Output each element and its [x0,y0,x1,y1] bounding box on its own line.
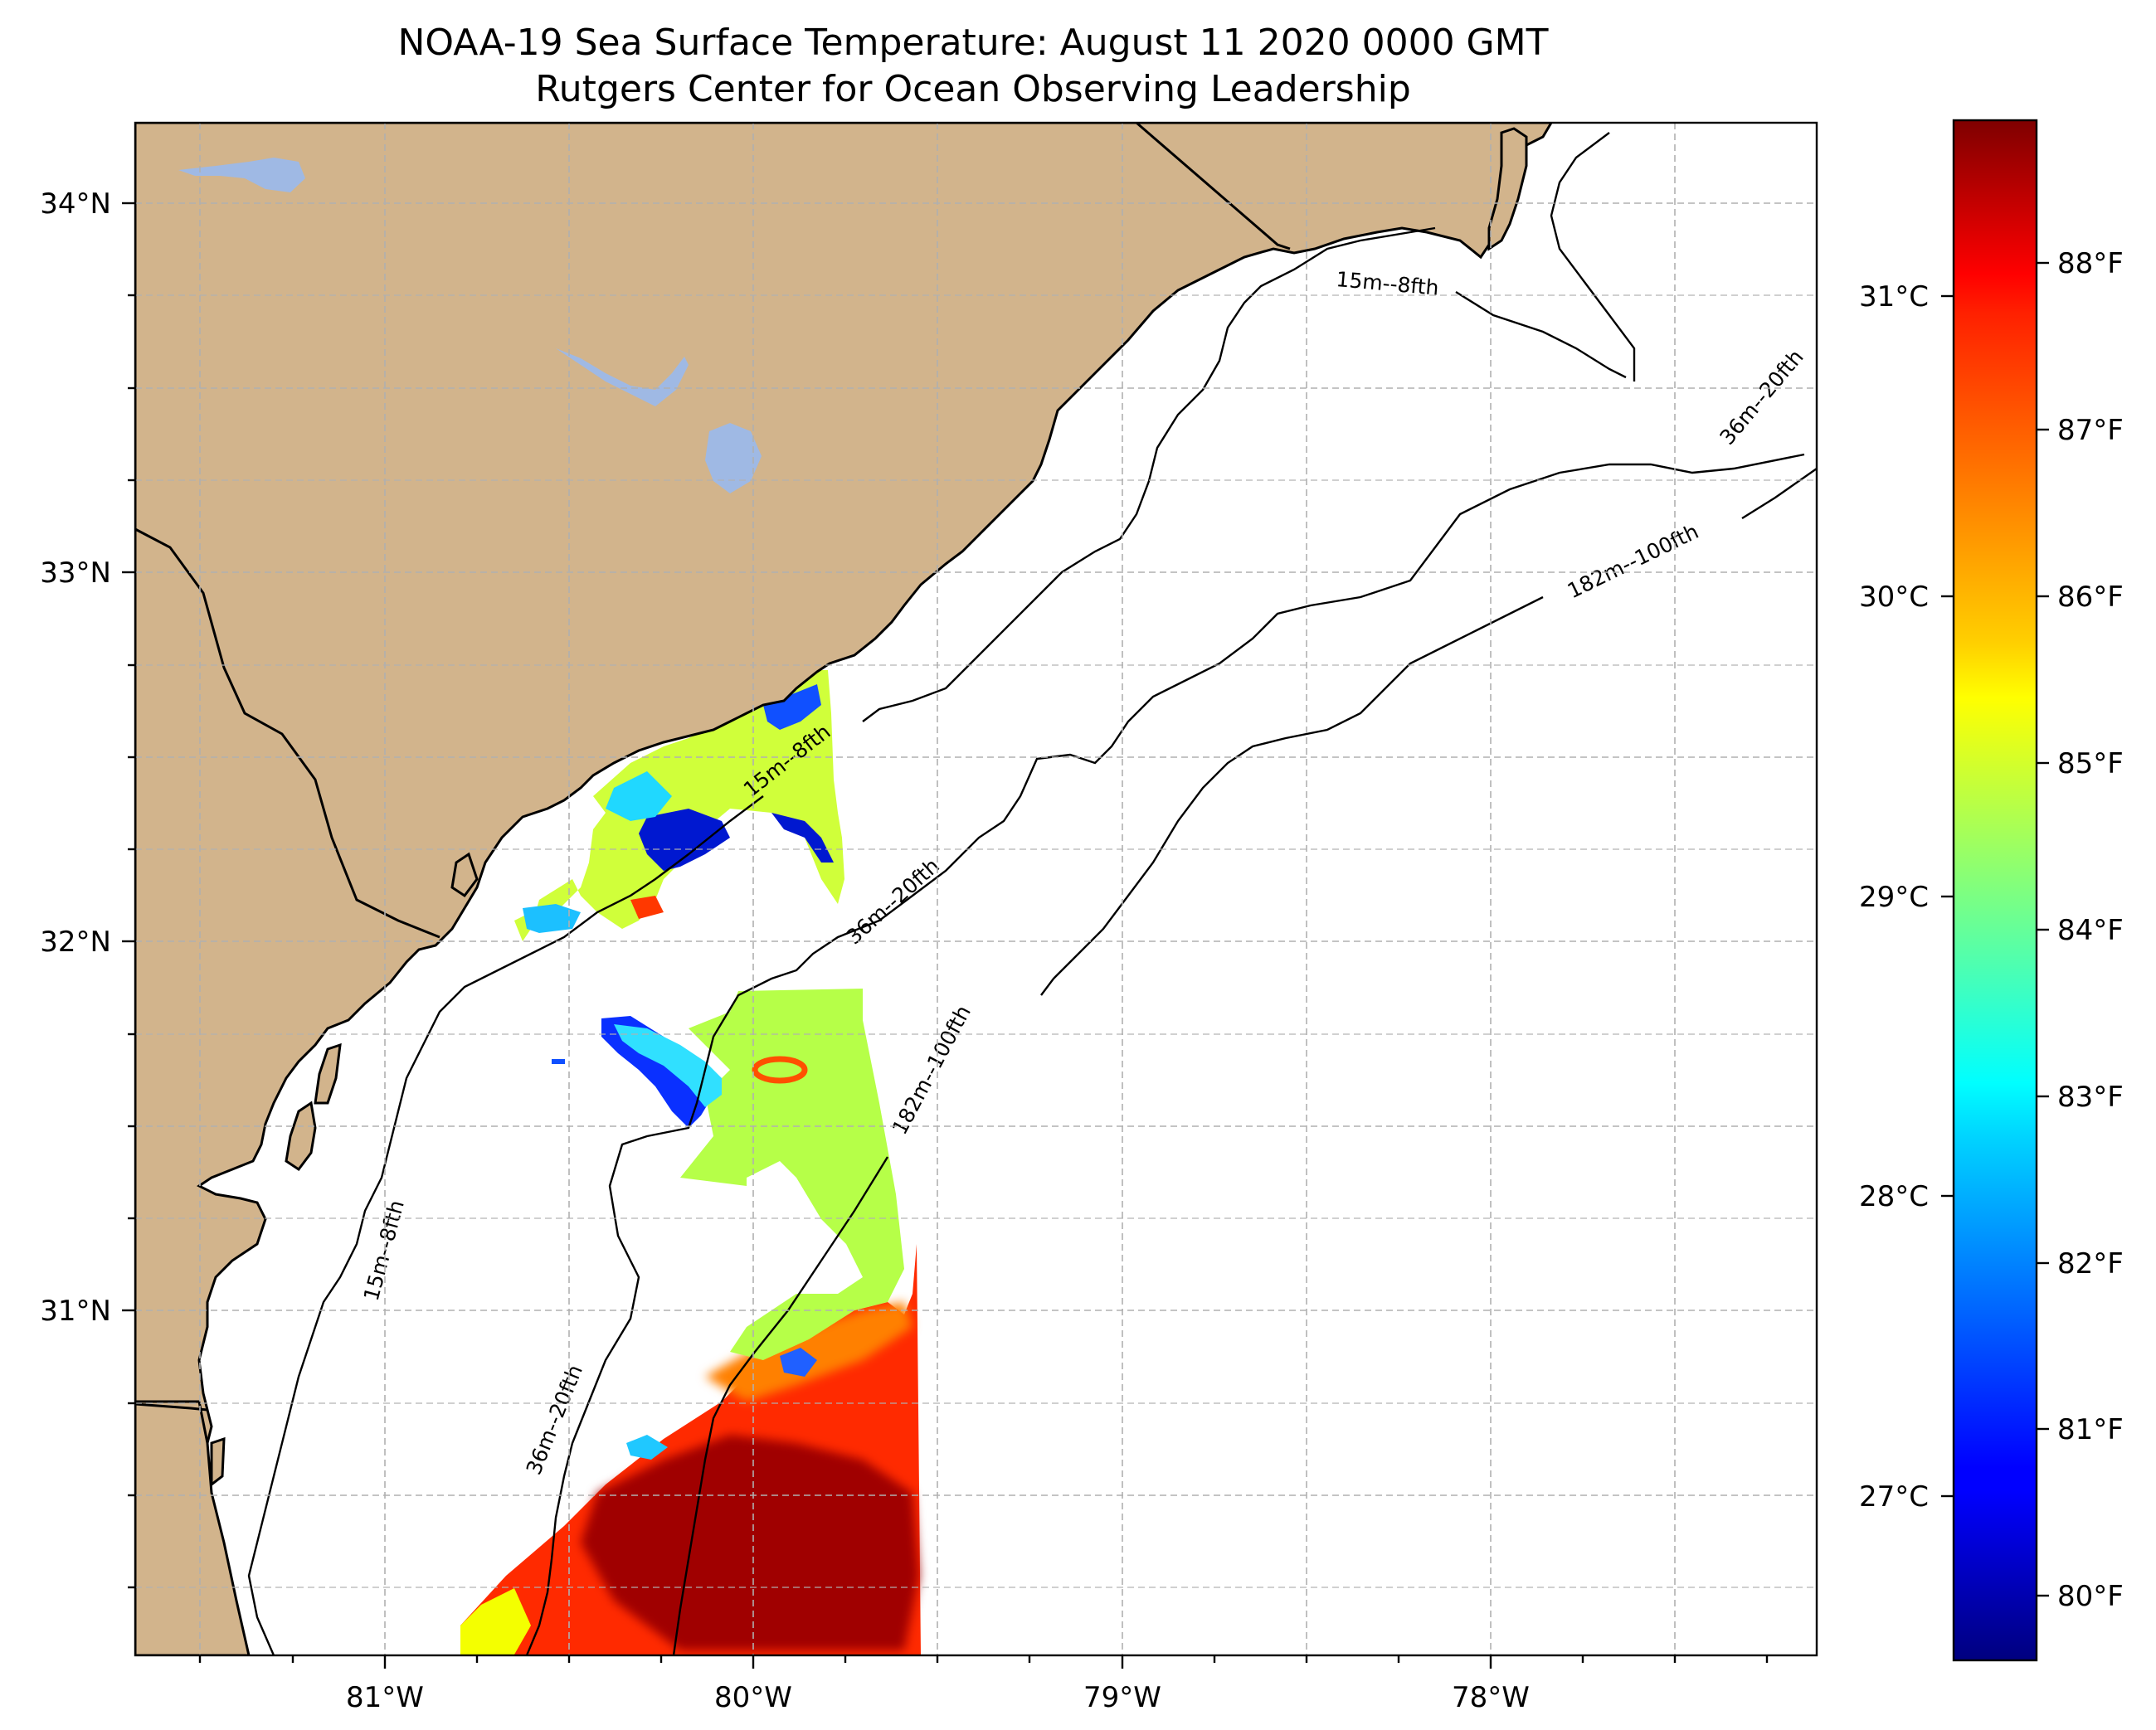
isobath-15m-east [1455,290,1627,379]
map-frame [134,121,1818,1657]
axis-ticks [122,202,1769,1669]
colorbar-celsius-label: 30°C [1859,581,1929,614]
colorbar-fahrenheit-label: 81°F [2057,1413,2124,1446]
lakes [178,158,762,493]
colorbar-fahrenheit-label: 88°F [2057,247,2124,280]
sst-north-blue-2 [771,813,834,863]
sst-swath [460,670,921,1655]
isobath-15m-line-2 [247,795,764,1655]
isobath-182m-line [672,468,1817,1655]
sst-eddy [752,1056,808,1084]
x-tick-labels: 81°W 80°W 79°W 78°W [346,1681,1530,1714]
colorbar-celsius-ticks [1941,294,1954,1498]
sst-cyan-patch-south [626,1435,668,1460]
lake-north [178,158,305,192]
colorbar-fahrenheit-label: 86°F [2057,581,2124,614]
isobath-15m-line [862,226,1436,722]
chart-subtitle: Rutgers Center for Ocean Observing Leade… [535,68,1411,110]
colorbar-fahrenheit-ticks [2037,261,2049,1597]
map-panel: 15m--8fth 15m--8fth 15m--8fth 36m--20fth… [135,123,1817,1655]
sst-north-warm [630,896,664,919]
state-border-ga-fl [135,1402,208,1412]
y-tick-label: 31°N [40,1295,111,1328]
colorbar-celsius-label: 31°C [1859,280,1929,313]
sea-island-3 [450,852,479,898]
sea-island-2 [314,1042,342,1105]
sst-pixel [552,1059,565,1064]
sst-north-blue-1 [639,809,730,871]
y-tick-labels: 34°N 33°N 32°N 31°N [40,187,111,1328]
y-tick-label: 34°N [40,187,111,221]
isobath-contours [247,132,1817,1655]
sst-hot-core [581,1435,919,1650]
x-tick-label: 79°W [1083,1681,1161,1714]
x-tick-label: 78°W [1452,1681,1530,1714]
lake-moultrie [705,423,762,493]
land [135,123,1553,1655]
colorbar-celsius-label: 28°C [1859,1180,1929,1213]
colorbar-fahrenheit-label: 83°F [2057,1081,2124,1114]
colorbar-fahrenheit-label: 87°F [2057,414,2124,447]
y-tick-label: 32°N [40,926,111,959]
isobath-36m-line [525,453,1805,1655]
colorbar-celsius-label: 27°C [1859,1480,1929,1514]
florida-coast-land [135,1400,251,1655]
sst-north-region [514,670,844,941]
sea-island-1 [285,1101,317,1172]
y-tick-label: 33°N [40,556,111,590]
colorbar-fahrenheit-label: 84°F [2057,914,2124,947]
coastal-island [1487,127,1528,251]
colorbar-fahrenheit-label: 85°F [2057,747,2124,780]
graticule [135,123,1817,1655]
colorbar-gradient [1952,119,2038,1662]
x-tick-label: 80°W [714,1681,792,1714]
x-tick-label: 81°W [346,1681,424,1714]
sst-yellow-edge [460,1588,531,1655]
us-coast-land [135,123,1553,1655]
sst-north-blue-3 [763,684,821,730]
sst-north-cyan-west [523,904,581,933]
sea-island-4 [210,1436,226,1488]
sst-north-cyan [606,771,672,821]
colorbar-fahrenheit-label: 80°F [2057,1580,2124,1613]
sst-middle-region [680,989,904,1360]
colorbar: 31°C 30°C 29°C 28°C 27°C 88°F 87°F 86°F … [1859,119,2124,1662]
sst-middle-cyan [614,1024,722,1107]
colorbar-fahrenheit-label: 82°F [2057,1247,2124,1280]
lake-marion [556,348,689,406]
isobath-15m-cape [1550,132,1636,381]
colorbar-celsius-label: 29°C [1859,881,1929,914]
sst-orange-band [705,1302,913,1402]
sst-blue-patch-south [780,1348,817,1377]
state-border-nc-sc [1136,123,1291,250]
state-border-sc-ga [135,527,440,939]
chart-title: NOAA-19 Sea Surface Temperature: August … [398,22,1549,64]
